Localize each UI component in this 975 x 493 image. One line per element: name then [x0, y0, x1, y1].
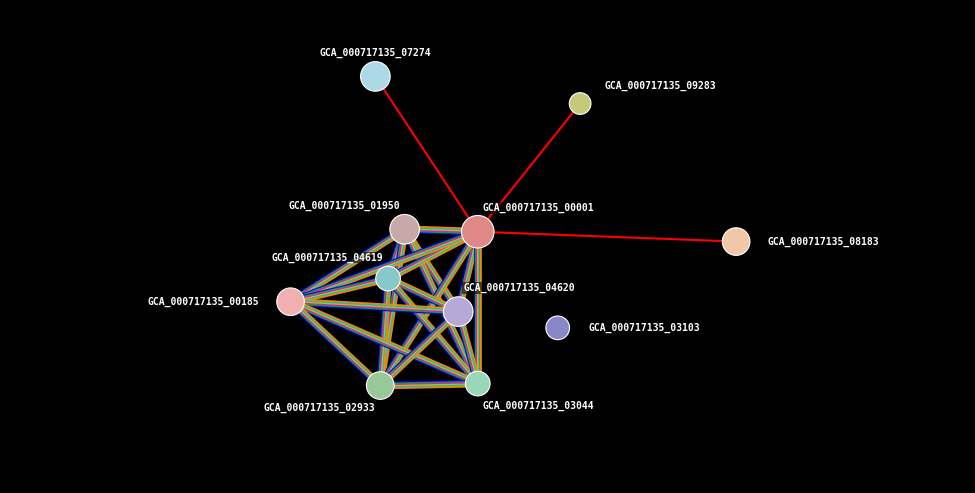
Ellipse shape: [390, 214, 419, 244]
Text: GCA_000717135_07274: GCA_000717135_07274: [320, 47, 431, 58]
Text: GCA_000717135_01950: GCA_000717135_01950: [289, 200, 400, 211]
Text: GCA_000717135_02933: GCA_000717135_02933: [264, 403, 375, 413]
Text: GCA_000717135_03103: GCA_000717135_03103: [589, 323, 700, 333]
Ellipse shape: [546, 316, 569, 340]
Ellipse shape: [722, 228, 750, 255]
Text: GCA_000717135_04620: GCA_000717135_04620: [463, 282, 574, 293]
Ellipse shape: [569, 93, 591, 114]
Ellipse shape: [277, 288, 304, 316]
Text: GCA_000717135_00185: GCA_000717135_00185: [148, 297, 259, 307]
Ellipse shape: [361, 62, 390, 91]
Text: GCA_000717135_03044: GCA_000717135_03044: [483, 401, 594, 411]
Ellipse shape: [367, 372, 394, 399]
Text: GCA_000717135_00001: GCA_000717135_00001: [483, 203, 594, 213]
Text: GCA_000717135_08183: GCA_000717135_08183: [767, 237, 878, 246]
Text: GCA_000717135_09283: GCA_000717135_09283: [604, 81, 716, 91]
Ellipse shape: [444, 297, 473, 326]
Ellipse shape: [461, 215, 494, 248]
Ellipse shape: [465, 371, 490, 396]
Text: GCA_000717135_04619: GCA_000717135_04619: [272, 252, 383, 263]
Ellipse shape: [375, 266, 401, 291]
